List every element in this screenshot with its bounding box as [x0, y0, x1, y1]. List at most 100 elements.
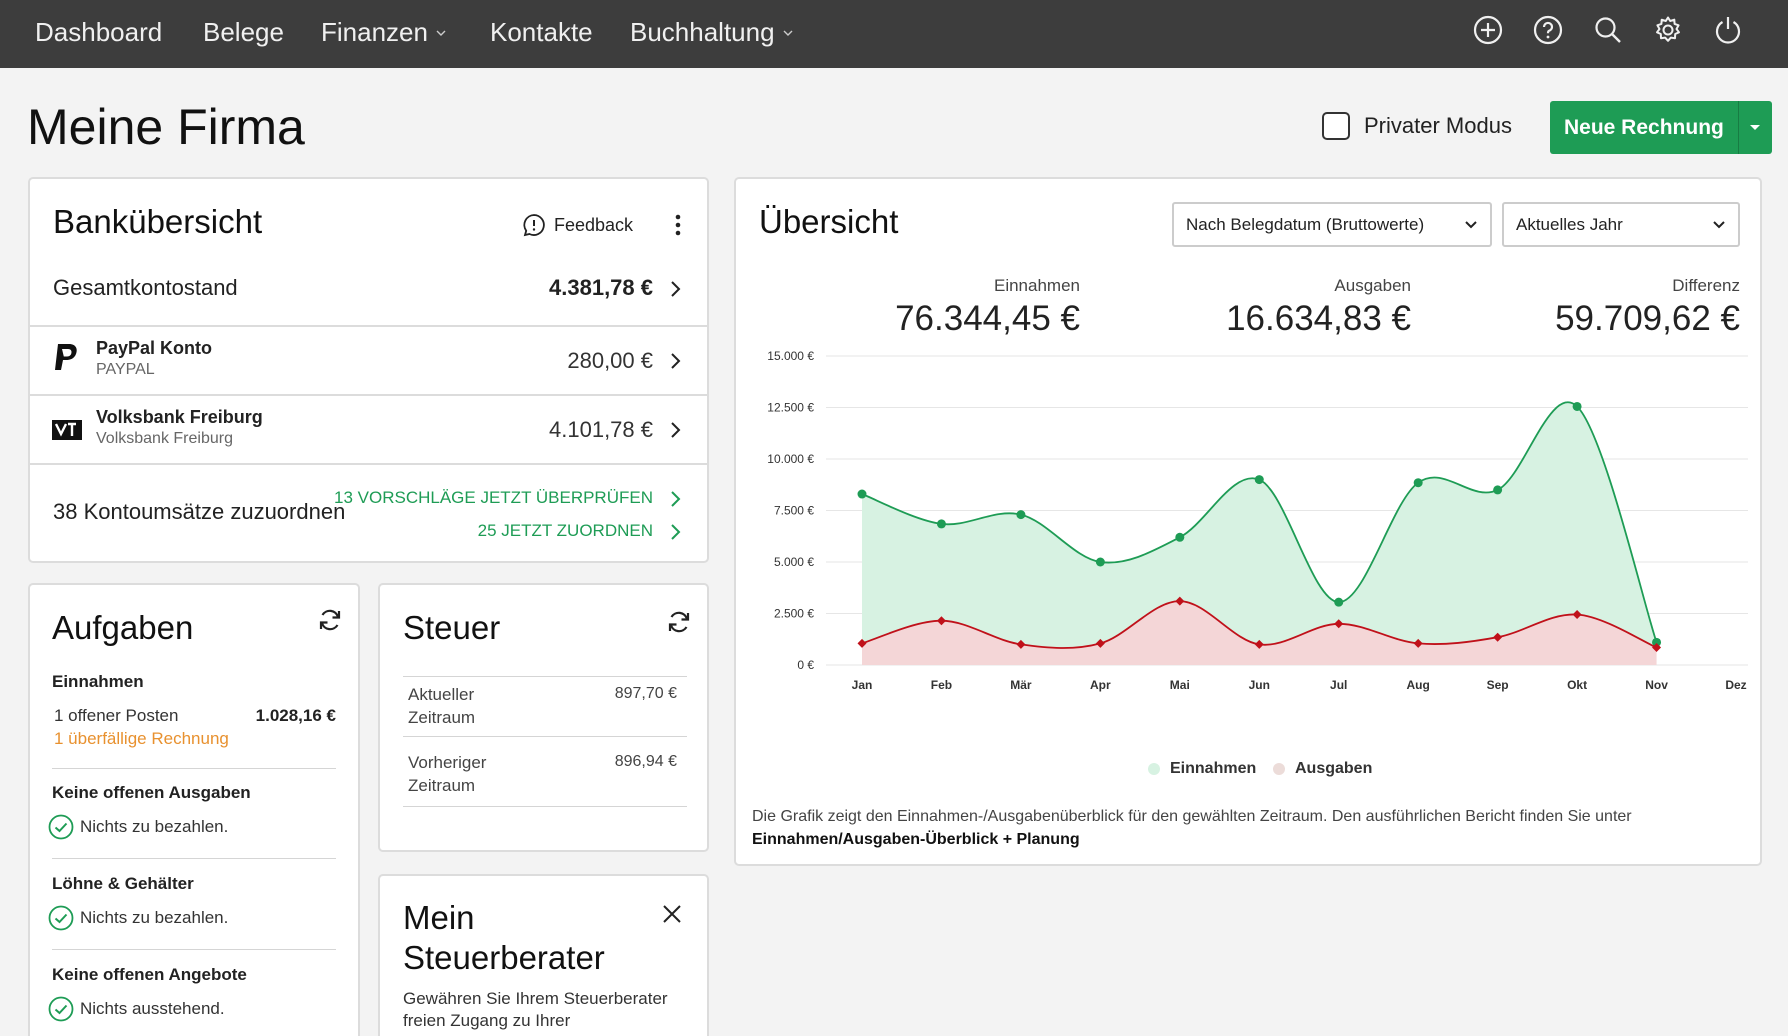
- close-icon[interactable]: [662, 904, 682, 924]
- expense-total: 16.634,83 €: [1226, 299, 1411, 338]
- total-balance-label: Gesamtkontostand: [53, 275, 238, 300]
- account-row-paypal[interactable]: PayPal Konto PAYPAL 280,00 €: [30, 325, 707, 394]
- nav-belege-label: Belege: [203, 17, 284, 47]
- caret-down-icon: [1750, 124, 1761, 130]
- x-tick-label: Jan: [852, 678, 873, 692]
- legend-item-expense[interactable]: Ausgaben: [1273, 760, 1372, 778]
- open-items-label[interactable]: 1 offener Posten: [54, 706, 179, 725]
- total-balance-value: 4.381,78 €: [549, 275, 653, 300]
- assign-now-label: 25 JETZT ZUORDNEN: [477, 521, 653, 540]
- new-invoice-button[interactable]: Neue Rechnung: [1550, 101, 1738, 154]
- refresh-icon[interactable]: [666, 609, 692, 635]
- report-link[interactable]: Einnahmen/Ausgaben-Überblick + Planung: [752, 831, 1080, 848]
- divider: [403, 736, 687, 737]
- tasks-title: Aufgaben: [52, 609, 194, 646]
- divider: [30, 463, 707, 465]
- expense-area: [862, 601, 1657, 665]
- y-tick-label: 0 €: [797, 658, 814, 672]
- offers-status: Nichts ausstehend.: [48, 996, 225, 1022]
- expenses-status: Nichts zu bezahlen.: [48, 814, 228, 840]
- expense-label: Ausgaben: [1334, 276, 1411, 295]
- income-point: [1095, 557, 1105, 567]
- legend-item-income[interactable]: Einnahmen: [1148, 760, 1256, 778]
- period-select[interactable]: Aktuelles Jahr: [1502, 202, 1740, 247]
- chevron-right-icon: [671, 524, 681, 540]
- legend-label-expense: Ausgaben: [1295, 760, 1373, 777]
- income-point: [1334, 597, 1344, 607]
- divider: [403, 806, 687, 807]
- power-icon[interactable]: [1712, 14, 1744, 46]
- account-balance: 280,00 €: [567, 348, 653, 373]
- refresh-icon[interactable]: [317, 607, 343, 633]
- overview-title: Übersicht: [759, 203, 899, 240]
- nav-belege[interactable]: Belege: [203, 17, 284, 48]
- wages-status-text: Nichts zu bezahlen.: [80, 908, 229, 927]
- x-tick-label: Dez: [1725, 678, 1746, 692]
- expense-point: [1016, 639, 1026, 649]
- help-icon[interactable]: [1532, 14, 1564, 46]
- paypal-logo-icon: [55, 344, 77, 370]
- wages-heading: Löhne & Gehälter: [52, 874, 194, 893]
- new-invoice-dropdown-button[interactable]: [1737, 101, 1772, 154]
- more-options-icon[interactable]: [672, 214, 684, 236]
- nav-buchhaltung-label: Buchhaltung: [630, 17, 775, 47]
- nav-dashboard-label: Dashboard: [35, 17, 163, 47]
- feedback-button[interactable]: Feedback: [522, 213, 633, 237]
- income-total: 76.344,45 €: [895, 299, 1080, 338]
- tax-advisor-text: Gewähren Sie Ihrem Steuerberater freien …: [403, 989, 685, 1036]
- account-name: Volksbank Freiburg: [96, 407, 263, 427]
- x-tick-label: Feb: [931, 678, 952, 692]
- expense-point: [857, 638, 867, 648]
- divider: [52, 949, 336, 950]
- previous-period-label: Vorheriger Zeitraum: [408, 753, 487, 795]
- nav-kontakte[interactable]: Kontakte: [490, 17, 593, 48]
- nav-dashboard[interactable]: Dashboard: [35, 17, 162, 48]
- account-row-volksbank[interactable]: Volksbank Freiburg Volksbank Freiburg 4.…: [30, 394, 707, 463]
- add-icon[interactable]: [1472, 14, 1504, 46]
- income-label: Einnahmen: [993, 276, 1080, 295]
- x-tick-label: Sep: [1487, 678, 1509, 692]
- account-bank: PAYPAL: [96, 361, 155, 378]
- y-tick-label: 7.500 €: [774, 504, 814, 518]
- nav-buchhaltung[interactable]: Buchhaltung: [630, 17, 793, 48]
- chevron-down-icon: [436, 30, 446, 36]
- review-suggestions-label: 13 VORSCHLÄGE JETZT ÜBERPRÜFEN: [334, 488, 653, 507]
- legend-swatch-income: [1148, 763, 1160, 775]
- x-tick-label: Mai: [1170, 678, 1190, 692]
- gear-icon[interactable]: [1652, 14, 1684, 46]
- nav-finanzen-label: Finanzen: [321, 17, 428, 47]
- nav-finanzen[interactable]: Finanzen: [321, 17, 446, 48]
- chevron-right-icon: [671, 281, 681, 297]
- income-point: [1652, 637, 1662, 647]
- chart-description: Die Grafik zeigt den Einnahmen-/Ausgaben…: [752, 805, 1742, 851]
- tax-title: Steuer: [403, 609, 501, 646]
- search-icon[interactable]: [1592, 14, 1624, 46]
- x-tick-label: Okt: [1567, 678, 1587, 692]
- chart-description-text: Die Grafik zeigt den Einnahmen-/Ausgaben…: [752, 808, 1632, 825]
- check-circle-icon: [48, 996, 74, 1022]
- date-basis-select[interactable]: Nach Belegdatum (Bruttowerte): [1172, 202, 1492, 247]
- overdue-invoice-link[interactable]: 1 überfällige Rechnung: [54, 729, 229, 748]
- overview-card: Übersicht Nach Belegdatum (Bruttowerte) …: [734, 177, 1762, 866]
- tax-card: Steuer Aktueller Zeitraum 897,70 € Vorhe…: [378, 583, 709, 852]
- account-bank: Volksbank Freiburg: [96, 430, 233, 447]
- chevron-down-icon: [783, 30, 793, 36]
- x-tick-label: Aug: [1407, 678, 1430, 692]
- chevron-right-icon: [671, 422, 681, 438]
- income-point: [1254, 475, 1264, 485]
- x-tick-label: Mär: [1010, 678, 1032, 692]
- expense-point: [1493, 632, 1503, 642]
- tax-advisor-card: Mein Steuerberater Gewähren Sie Ihrem St…: [378, 874, 709, 1036]
- income-point: [857, 489, 867, 499]
- income-point: [1016, 510, 1026, 520]
- difference-label: Differenz: [1672, 276, 1740, 295]
- feedback-label: Feedback: [554, 214, 634, 235]
- private-mode-toggle[interactable]: Privater Modus: [1322, 112, 1512, 140]
- offers-heading: Keine offenen Angebote: [52, 965, 247, 984]
- page-title: Meine Firma: [27, 99, 305, 155]
- private-mode-checkbox[interactable]: [1322, 112, 1350, 140]
- income-point: [1413, 478, 1423, 488]
- account-balance: 4.101,78 €: [549, 417, 653, 442]
- divider: [52, 858, 336, 859]
- chevron-right-icon: [671, 491, 681, 507]
